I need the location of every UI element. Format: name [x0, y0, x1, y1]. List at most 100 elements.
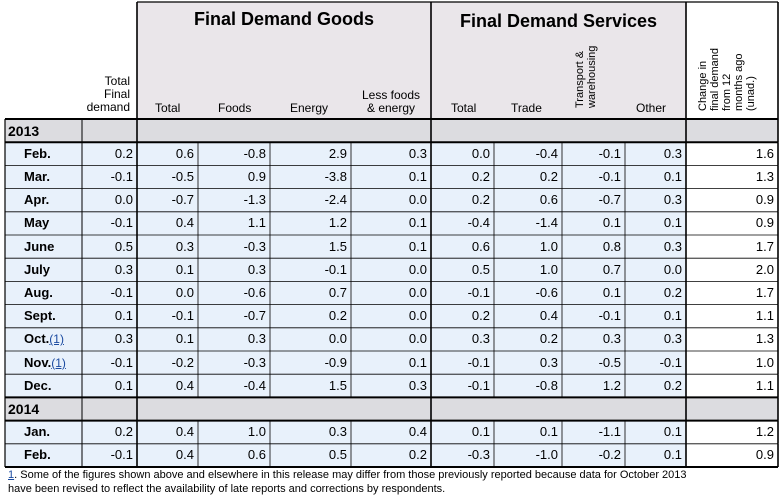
row-label: June	[24, 240, 54, 253]
value-cell: 0.9	[755, 215, 774, 231]
value-cell: 0.4	[175, 447, 194, 463]
row-bg-right	[686, 327, 778, 351]
row-bg-right	[686, 165, 778, 189]
services-group-title: Final Demand Services	[459, 11, 658, 31]
row-bg-right	[686, 188, 778, 212]
value-cell: 0.1	[663, 424, 682, 440]
value-cell: 0.5	[471, 261, 490, 277]
row-label: Nov.(1)	[24, 356, 66, 369]
value-cell: 0.4	[175, 377, 194, 393]
value-cell: 0.2	[328, 308, 347, 324]
row-label: Mar.	[24, 170, 50, 183]
value-cell: -0.4	[467, 215, 490, 231]
row-label: Feb.	[24, 147, 51, 160]
month-label: July	[24, 261, 51, 277]
year-label: 2014	[8, 401, 40, 417]
value-cell: 0.3	[247, 261, 266, 277]
col-header-services-transport: Transport & warehousing	[574, 46, 598, 108]
month-label: Sept.	[24, 308, 56, 324]
col-header-line: final demand	[709, 48, 721, 111]
month-label: Oct.	[24, 331, 50, 347]
value-cell: -0.1	[598, 169, 621, 184]
footnote-text-line1: . Some of the figures shown above and el…	[14, 469, 687, 481]
value-cell: 0.1	[408, 169, 427, 184]
value-cell: -0.3	[243, 238, 266, 254]
value-cell: 0.4	[175, 424, 194, 440]
value-cell: 1.7	[755, 238, 774, 254]
value-cell: 0.3	[175, 238, 194, 254]
value-cell: 0.3	[114, 261, 133, 277]
value-cell: 0.1	[471, 424, 490, 440]
value-cell: -0.1	[467, 377, 490, 393]
value-cell: -0.6	[535, 285, 558, 300]
col-header-goods-energy: Energy	[290, 101, 329, 115]
value-cell: 0.3	[328, 424, 347, 440]
row-bg-right	[686, 420, 778, 444]
month-label: Apr.	[24, 192, 50, 208]
value-cell: -0.2	[598, 447, 621, 463]
row-bg-right	[686, 142, 778, 166]
value-cell: -0.1	[110, 169, 133, 184]
row-bg-right	[686, 211, 778, 235]
value-cell: 1.1	[247, 215, 266, 231]
value-cell: 0.2	[539, 331, 558, 347]
value-cell: 0.9	[755, 447, 774, 463]
col-header-line: demand	[86, 100, 130, 114]
col-header-services-trade: Trade	[511, 101, 542, 115]
row-label: Dec.	[24, 379, 51, 392]
value-cell: 0.0	[408, 331, 427, 347]
value-cell: 0.9	[247, 169, 266, 184]
col-header-line: warehousing	[586, 45, 598, 108]
row-label: Sept.	[24, 309, 56, 322]
col-header-services-total: Total	[451, 101, 477, 115]
value-cell: 0.2	[114, 145, 133, 161]
value-cell: 0.9	[755, 192, 774, 208]
value-cell: 0.6	[175, 145, 194, 161]
col-header-services-other: Other	[636, 101, 667, 115]
value-cell: 0.1	[114, 377, 133, 393]
value-cell: 0.3	[247, 331, 266, 347]
col-header-line: & energy	[366, 101, 416, 115]
value-cell: -3.8	[324, 169, 347, 184]
footnote: 1. Some of the figures shown above and e…	[8, 469, 687, 482]
value-cell: 0.8	[602, 238, 621, 254]
col-header-line: Total	[104, 74, 130, 88]
row-label: Apr.	[24, 193, 49, 206]
value-cell: 0.6	[471, 238, 490, 254]
value-cell: 1.5	[328, 238, 347, 254]
value-cell: 1.1	[755, 308, 774, 324]
month-label: Aug.	[24, 285, 53, 300]
row-label: Jan.	[24, 425, 50, 438]
footnote-link[interactable]: (1)	[51, 355, 66, 370]
value-cell: 0.1	[602, 285, 621, 300]
row-bg-right	[686, 374, 778, 398]
value-cell: 2.9	[328, 145, 347, 161]
month-label: June	[24, 238, 55, 254]
value-cell: -0.3	[467, 447, 490, 463]
value-cell: 1.3	[755, 331, 774, 347]
value-cell: 0.3	[539, 354, 558, 370]
value-cell: 2.0	[755, 261, 774, 277]
value-cell: 0.7	[602, 261, 621, 277]
value-cell: -0.6	[243, 285, 266, 300]
value-cell: 0.1	[663, 169, 682, 184]
value-cell: -0.1	[659, 354, 682, 370]
value-cell: 0.3	[408, 377, 427, 393]
value-cell: 0.3	[471, 331, 490, 347]
value-cell: 0.1	[175, 261, 194, 277]
value-cell: 0.3	[663, 238, 682, 254]
value-cell: -2.4	[324, 192, 347, 208]
value-cell: 0.0	[175, 285, 194, 300]
value-cell: 1.1	[755, 377, 774, 393]
value-cell: 0.4	[175, 215, 194, 231]
footnote-marker-link[interactable]: 1	[8, 469, 15, 481]
footnote-link[interactable]: (1)	[49, 332, 64, 347]
month-label: May	[24, 215, 50, 231]
header-shade	[137, 2, 686, 119]
value-cell: 0.1	[602, 215, 621, 231]
value-cell: 0.0	[408, 261, 427, 277]
value-cell: -0.3	[243, 354, 266, 370]
value-cell: 0.1	[408, 215, 427, 231]
value-cell: 1.6	[755, 145, 774, 161]
month-label: Jan.	[24, 424, 51, 440]
